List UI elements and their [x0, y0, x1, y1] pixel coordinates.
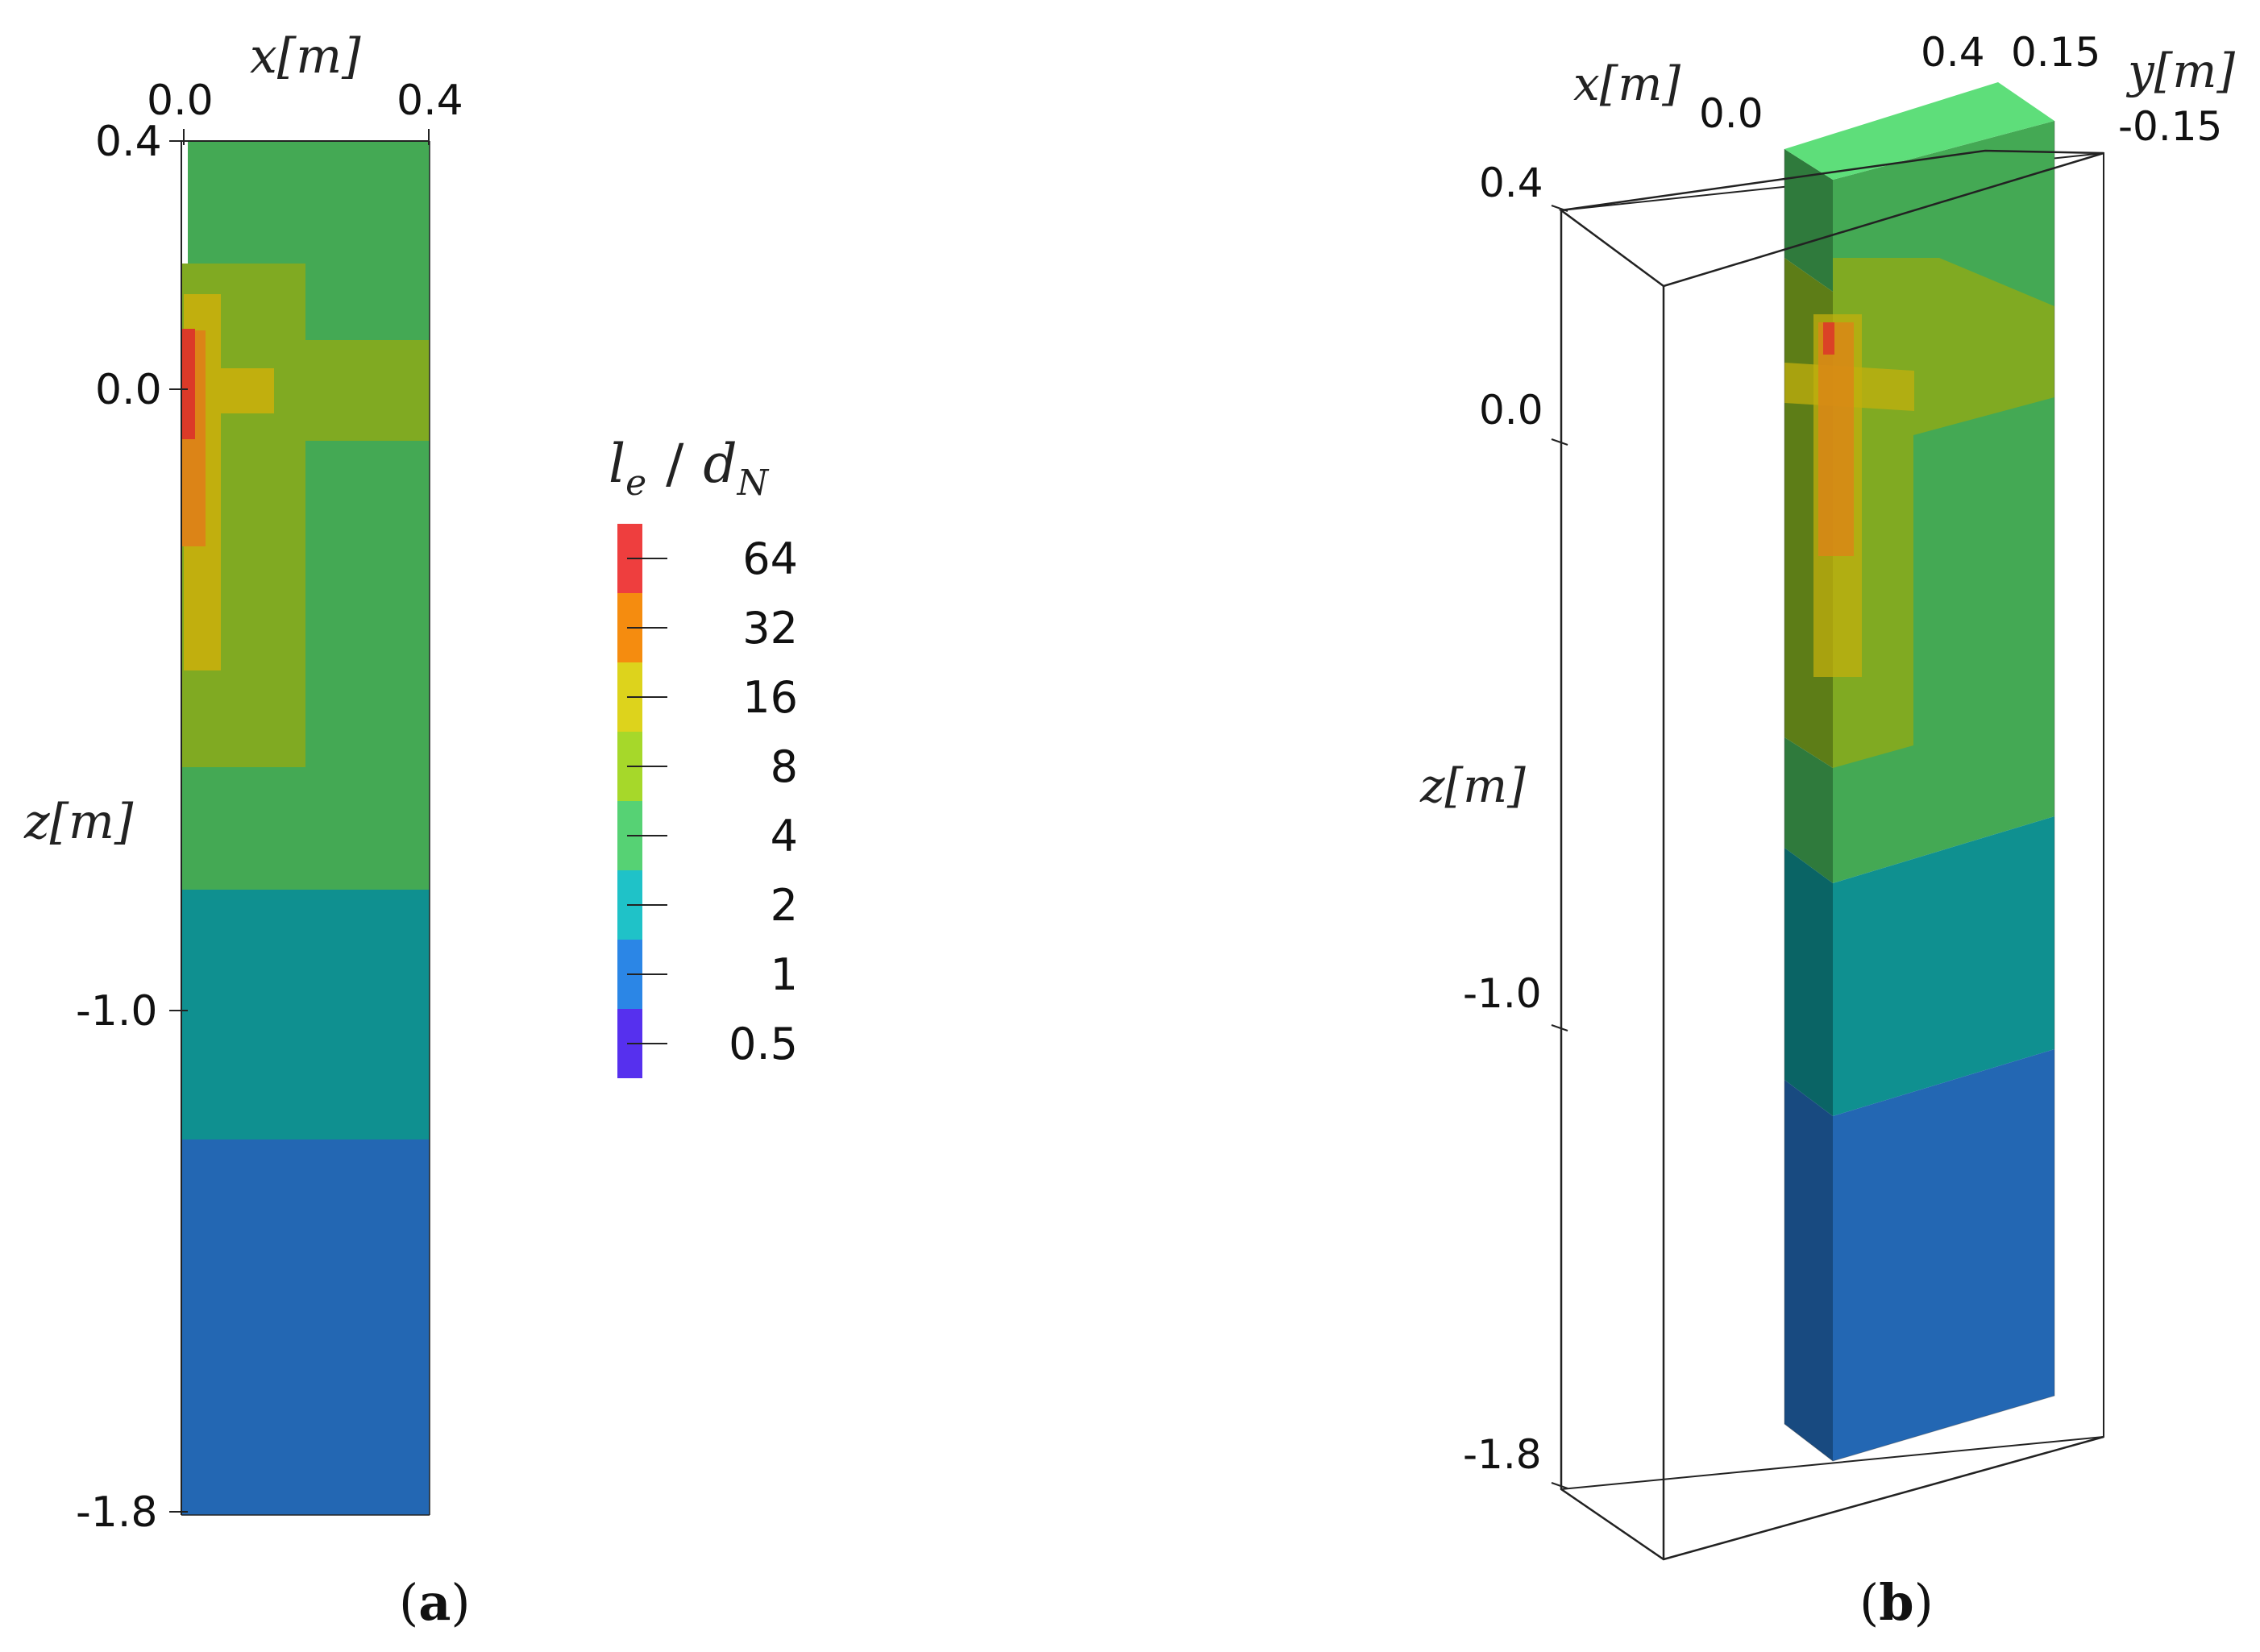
colorbar-label-32: 32	[742, 603, 798, 654]
colorbar-label-8: 8	[771, 741, 798, 792]
col-b-left-4b	[1784, 737, 1833, 883]
tick-b-z-00	[1551, 438, 1568, 446]
axis-b-y-label: y[m]	[2125, 44, 2235, 98]
tick-label-b-y-015: 0.15	[2011, 29, 2100, 76]
wire-b-top	[1558, 149, 2104, 288]
colorbar-label-0.5: 0.5	[729, 1019, 798, 1069]
tick-label-a-x-0: 0.0	[147, 77, 214, 125]
tick-label-b-z-3: -1.8	[1463, 1431, 1542, 1478]
col-b-left-1	[1784, 1080, 1833, 1461]
region-a-1	[181, 1139, 430, 1515]
tick-label-a-z-1: 0.0	[95, 366, 162, 414]
axis-b-z-label: z[m]	[1419, 758, 1526, 813]
col-b-left-2	[1784, 848, 1833, 1116]
caption-b: (b)	[1859, 1573, 1934, 1632]
tick-label-b-z-1: 0.0	[1479, 387, 1543, 434]
tick-label-b-z-0: 0.4	[1479, 160, 1543, 206]
tick-b-z-04	[1551, 205, 1568, 212]
col-b-front-1	[1833, 1049, 2054, 1461]
region-a-top-4	[188, 141, 430, 264]
col-b-32	[1818, 322, 1854, 556]
region-a-2	[181, 890, 430, 1139]
tick-label-b-x-04: 0.4	[1921, 29, 1985, 76]
tick-label-a-x-1: 0.4	[397, 77, 463, 125]
wire-b-front	[1560, 210, 2104, 1561]
colorbar-label-2: 2	[771, 880, 798, 931]
region-a-right-4-upper	[305, 264, 430, 340]
region-a-arm-8	[305, 340, 430, 441]
region-a-64	[181, 329, 195, 439]
axis-a-x-label: x[m]	[250, 28, 361, 85]
region-a-mid-4	[181, 767, 430, 890]
colorbar-label-4: 4	[771, 811, 798, 861]
col-b-front-2	[1833, 816, 2054, 1116]
colorbar-title: le / dN	[609, 433, 770, 504]
col-b-left-4	[1784, 149, 1833, 292]
col-b-top	[1784, 82, 2054, 180]
region-a-right-4-lower	[305, 441, 430, 767]
tick-label-a-z-0: 0.4	[95, 118, 162, 166]
tick-b-z-m18	[1551, 1482, 1568, 1489]
tick-label-b-z-2: -1.0	[1463, 970, 1542, 1017]
tick-label-a-z-2: -1.0	[76, 987, 157, 1036]
col-b-edges	[1784, 121, 2055, 1462]
axis-b-x-label: x[m]	[1573, 56, 1680, 111]
axis-a-z-label: z[m]	[23, 794, 134, 850]
col-b-64	[1823, 322, 1834, 355]
caption-a: (a)	[399, 1573, 471, 1632]
colorbar: le / dN 64 32 16 8 4 2 1 0.5	[609, 433, 798, 1078]
panel-b: x[m] 0.0 0.4 0.15 y[m] -0.15 0.4 0.0 z[m…	[1419, 29, 2235, 1632]
colorbar-label-64: 64	[742, 533, 798, 584]
colorbar-label-1: 1	[771, 949, 798, 1000]
tick-label-b-y-m015: -0.15	[2118, 103, 2222, 150]
tick-b-z-m10	[1551, 1024, 1568, 1031]
region-a-16-arm	[221, 368, 274, 413]
colorbar-label-16: 16	[742, 672, 798, 723]
tick-label-a-z-3: -1.8	[76, 1488, 157, 1537]
tick-label-b-x-0: 0.0	[1699, 90, 1764, 137]
panel-a: x[m] 0.0 0.4 0.4 0.0 -1.0 -1.8 z[m] (a)	[23, 28, 471, 1632]
